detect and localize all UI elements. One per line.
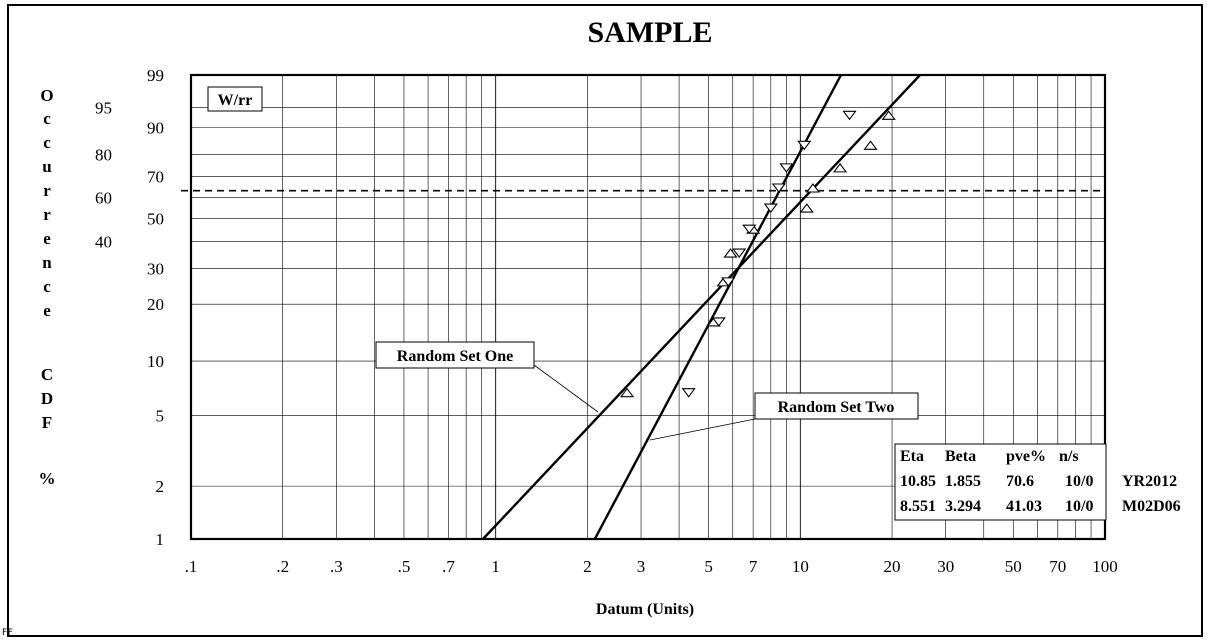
grid	[191, 75, 1105, 539]
tick-labels: .1 .2 .3 .5 .7 1 2 3 5 7 10 20 30 50 70 100 99 90 70 50 30 20…	[39, 66, 1118, 576]
y-axis-label-letter: u	[42, 157, 51, 176]
y-tick-label: 30	[147, 260, 164, 279]
y-axis-label-letter: c	[43, 109, 51, 128]
x-tick-label: 2	[583, 557, 592, 576]
y-axis-label-letter: %	[39, 469, 56, 488]
x-tick-label: 3	[637, 557, 646, 576]
y-tick-label: 20	[147, 295, 164, 314]
data-point-2	[681, 388, 696, 398]
y-tick-label: 70	[147, 168, 164, 187]
data-point-2	[732, 248, 747, 258]
y-axis-label-letter: r	[43, 205, 51, 224]
x-tick-label: 20	[884, 557, 901, 576]
results-table-cell: 3.294	[945, 498, 981, 515]
y-axis-label-letter: e	[43, 301, 51, 320]
x-tick-label: .3	[330, 557, 343, 576]
y-axis-label-letter: c	[43, 277, 51, 296]
data-point-2	[763, 203, 778, 214]
y-tick-label-outer: 95	[95, 99, 112, 118]
series-label-2: Random Set Two	[778, 399, 895, 416]
y-tick-label: 10	[147, 352, 164, 371]
y-axis-label-letter: F	[42, 413, 52, 432]
results-table-cell: 70.6	[1006, 473, 1034, 490]
x-tick-label: 7	[749, 557, 758, 576]
y-axis-label-letter: e	[43, 229, 51, 248]
x-tick-label: 70	[1049, 557, 1066, 576]
plot-area-border	[189, 73, 1107, 541]
results-table-header: Beta	[945, 448, 976, 465]
data-point-2	[721, 277, 736, 287]
data-point-1	[619, 387, 635, 398]
x-tick-label: 30	[937, 557, 954, 576]
data-point-2	[842, 110, 857, 121]
callout-box-1	[375, 341, 535, 369]
data-point-1	[881, 110, 896, 120]
x-tick-label: 1	[491, 557, 500, 576]
plot-frame	[189, 73, 1107, 541]
y-tick-label-outer: 60	[95, 188, 112, 207]
data-point-2	[711, 317, 726, 327]
x-tick-label: 100	[1092, 557, 1118, 576]
y-tick-label-outer: 40	[95, 233, 112, 252]
results-table-header: pve%	[1006, 448, 1046, 465]
y-tick-label: 1	[156, 530, 165, 549]
method-label: W/rr	[218, 92, 253, 109]
data-point-1	[832, 162, 848, 173]
x-tick-label: .7	[442, 557, 455, 576]
y-axis-label-letter: n	[42, 253, 52, 272]
results-table-cell: 1.855	[945, 473, 981, 490]
x-tick-label: .5	[398, 557, 411, 576]
data-point-1	[863, 140, 878, 150]
data-point-1	[799, 203, 814, 213]
y-axis-label-letter: c	[43, 133, 51, 152]
x-axis-label: Datum (Units)	[596, 601, 694, 618]
data-point-1	[723, 248, 738, 258]
results-table-header: n/s	[1059, 448, 1079, 465]
x-tick-label: .1	[185, 557, 198, 576]
x-tick-label: 50	[1005, 557, 1022, 576]
callout-leader-2	[649, 418, 756, 441]
fit-line-2	[593, 74, 843, 540]
x-tick-label: .2	[276, 557, 289, 576]
results-table-cell: 10/0	[1065, 498, 1093, 515]
chart-frame	[7, 4, 1203, 637]
series-label-1: Random Set One	[397, 348, 513, 365]
data-points	[619, 110, 896, 398]
fit-line-1	[482, 74, 921, 540]
side-label: M02D06	[1122, 498, 1181, 515]
y-axis-label-letter: r	[43, 181, 51, 200]
data-point-2	[742, 224, 757, 235]
callout-leader-1	[533, 364, 599, 413]
y-tick-label: 99	[147, 66, 164, 85]
results-table-cell: 8.551	[900, 498, 936, 515]
results-table-cell: 10.85	[900, 473, 936, 490]
y-tick-label: 90	[147, 118, 164, 137]
fit-lines	[482, 74, 921, 540]
y-tick-label: 2	[156, 477, 165, 496]
results-table-cell: 10/0	[1065, 473, 1093, 490]
data-point-2	[797, 140, 812, 151]
x-tick-label: 10	[792, 557, 809, 576]
results-table-header: Eta	[900, 448, 924, 465]
data-point-2	[771, 183, 786, 193]
x-tick-label: 5	[704, 557, 713, 576]
y-tick-label: 50	[147, 209, 164, 228]
data-point-1	[805, 183, 821, 193]
results-table-box	[894, 443, 1107, 521]
callout-box-2	[754, 392, 919, 420]
y-axis-label-letter: O	[40, 86, 53, 105]
chart-title: SAMPLE	[587, 16, 712, 49]
data-point-2	[779, 163, 794, 173]
y-axis-label-letter: C	[41, 365, 53, 384]
results-table-cell: 41.03	[1006, 498, 1042, 515]
method-label-box	[207, 86, 263, 112]
corner-mark: FF	[2, 628, 14, 638]
y-tick-label: 5	[156, 407, 165, 426]
side-label: YR2012	[1122, 473, 1177, 490]
annotations: W/rr Random Set One Random Set Two Eta Beta p…	[207, 86, 1181, 521]
y-axis-label-letter: D	[41, 389, 53, 408]
y-tick-label-outer: 80	[95, 146, 112, 165]
